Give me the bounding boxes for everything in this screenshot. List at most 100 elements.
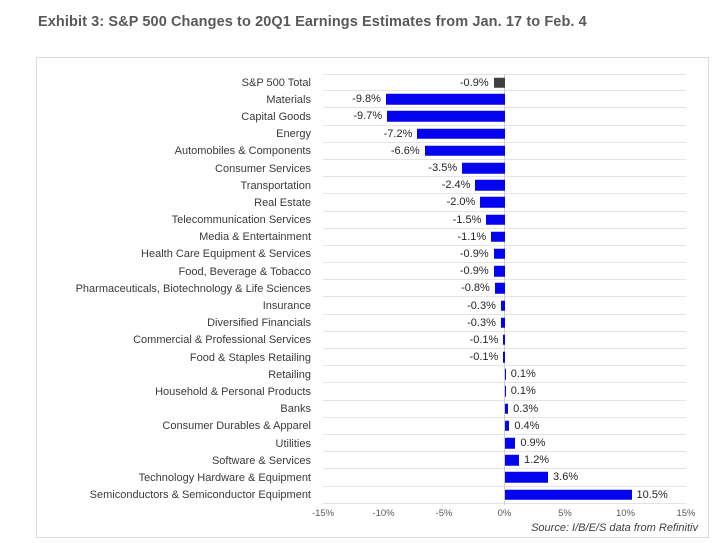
value-label: -0.9% (459, 76, 489, 89)
category-label: Real Estate (254, 196, 311, 209)
bar (500, 300, 505, 311)
category-label: Health Care Equipment & Services (141, 248, 311, 261)
value-label: 0.1% (510, 385, 536, 398)
value-label: -7.2% (383, 127, 413, 140)
category-label: Energy (276, 128, 311, 141)
category-label: S&P 500 Total (241, 76, 311, 89)
value-label: -0.8% (461, 282, 490, 295)
value-label: -0.3% (467, 299, 496, 312)
chart-rows: S&P 500 Total -0.9% Materials -9.8% Capital … (37, 74, 686, 504)
bar (462, 162, 505, 174)
chart-row: Media & Entertainment -1.1% (37, 229, 686, 246)
bar (504, 454, 520, 466)
bar (493, 248, 505, 260)
chart-row: Technology Hardware & Equipment 3.6% (37, 469, 686, 487)
category-label: Transportation (240, 179, 311, 192)
value-label: -9.7% (353, 110, 383, 123)
chart-row: Consumer Services -3.5% (37, 160, 686, 178)
exhibit-title: Exhibit 3: S&P 500 Changes to 20Q1 Earni… (38, 14, 587, 30)
value-label: -2.4% (441, 179, 471, 192)
chart-row: Retailing 0.1% (37, 366, 686, 384)
chart-row: Materials -9.8% (37, 91, 686, 109)
category-label: Diversified Financials (207, 317, 311, 330)
category-label: Household & Personal Products (155, 385, 311, 398)
value-label: 0.3% (513, 402, 539, 415)
chart-row: Consumer Durables & Apparel 0.4% (37, 418, 686, 435)
category-label: Telecommunication Services (171, 214, 311, 227)
value-label: -6.6% (390, 144, 420, 157)
source-note: Source: I/B/E/S data from Refinitiv (531, 522, 698, 534)
chart-row: Real Estate -2.0% (37, 194, 686, 212)
bar (504, 472, 549, 483)
bar (387, 111, 505, 122)
bar (504, 437, 516, 449)
chart-row: Utilities 0.9% (37, 435, 686, 453)
value-label: -1.1% (457, 230, 487, 243)
category-label: Semiconductors & Semiconductor Equipment (89, 489, 311, 502)
value-label: -1.5% (452, 213, 482, 226)
value-label: 0.1% (510, 368, 536, 381)
bar (480, 197, 505, 208)
category-label: Food, Beverage & Tobacco (178, 265, 312, 278)
chart-row: Food, Beverage & Tobacco -0.9% (37, 263, 686, 281)
category-label: Food & Staples Retailing (189, 351, 311, 364)
total-bar (493, 77, 505, 88)
value-label: -0.9% (459, 247, 489, 260)
value-label: 3.6% (553, 471, 579, 484)
chart-row: Household & Personal Products 0.1% (37, 383, 686, 401)
bar (493, 265, 505, 277)
chart-row: Automobiles & Components -6.6% (37, 143, 686, 160)
bar (504, 386, 506, 397)
x-tick-label: -5% (435, 508, 453, 519)
bar (504, 369, 506, 380)
bar (503, 351, 505, 363)
category-label: Technology Hardware & Equipment (138, 471, 311, 484)
chart-row: Pharmaceuticals, Biotechnology & Life Sc… (37, 280, 686, 298)
category-label: Media & Entertainment (199, 231, 311, 244)
value-label: -0.1% (469, 351, 499, 364)
category-label: Software & Services (211, 454, 311, 467)
category-label: Consumer Services (215, 162, 311, 175)
bar (424, 145, 505, 157)
chart-row: Semiconductors & Semiconductor Equipment… (37, 487, 686, 504)
chart-row: S&P 500 Total -0.9% (37, 74, 686, 92)
bar (417, 128, 505, 139)
chart-row: Energy -7.2% (37, 126, 686, 143)
bar (504, 403, 509, 414)
chart-row: Diversified Financials -0.3% (37, 315, 686, 332)
chart-row: Health Care Equipment & Services -0.9% (37, 246, 686, 264)
chart-row: Capital Goods -9.7% (37, 108, 686, 126)
value-label: 1.2% (524, 454, 550, 467)
category-label: Materials (266, 93, 311, 106)
bar (504, 489, 632, 500)
bar (486, 214, 505, 225)
bar (491, 231, 505, 243)
category-label: Capital Goods (241, 110, 311, 123)
value-label: -0.3% (467, 316, 496, 329)
x-tick-label: -10% (372, 508, 395, 519)
category-label: Consumer Durables & Apparel (162, 420, 311, 433)
value-label: -9.8% (352, 93, 381, 106)
chart-row: Food & Staples Retailing -0.1% (37, 349, 686, 367)
value-label: -3.5% (428, 162, 458, 175)
category-label: Pharmaceuticals, Biotechnology & Life Sc… (75, 282, 311, 295)
category-label: Automobiles & Components (174, 145, 311, 158)
bar (385, 94, 505, 105)
bar (475, 179, 505, 191)
bar (503, 334, 505, 346)
value-label: 0.4% (514, 419, 540, 432)
value-label: -2.0% (446, 196, 476, 209)
chart-row: Banks 0.3% (37, 401, 686, 418)
value-label: -0.1% (469, 333, 499, 346)
x-tick-label: -15% (311, 508, 335, 519)
chart-area: S&P 500 Total -0.9% Materials -9.8% Capital … (36, 57, 709, 538)
chart-row: Telecommunication Services -1.5% (37, 212, 686, 229)
category-label: Banks (280, 403, 311, 416)
category-label: Insurance (262, 300, 311, 313)
category-label: Utilities (275, 437, 311, 450)
x-axis: -15% -10% -5% 0% 5% 10% 15% (312, 508, 696, 521)
bar (500, 317, 505, 328)
chart-row: Software & Services 1.2% (37, 452, 686, 470)
x-tick-label: 15% (676, 508, 696, 519)
bar (494, 283, 505, 294)
